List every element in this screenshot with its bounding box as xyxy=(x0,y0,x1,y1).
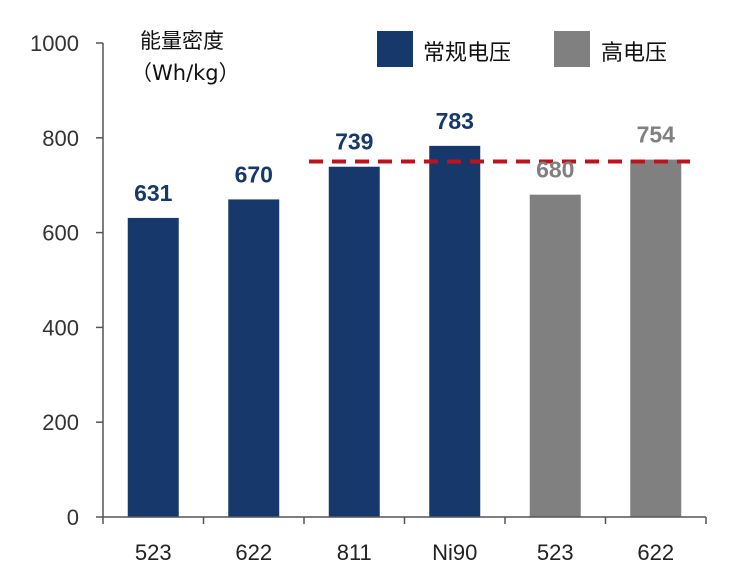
y-axis-title-line1: 能量密度 xyxy=(140,29,224,53)
bar-value-label: 680 xyxy=(536,157,574,183)
x-category-label: 622 xyxy=(235,540,272,565)
y-tick-label: 400 xyxy=(42,315,79,340)
legend: 常规电压 高电压 xyxy=(377,31,667,67)
bars xyxy=(127,145,682,518)
bar-value-label: 783 xyxy=(436,108,474,134)
value-labels: 631 670 739 783 680 754 xyxy=(134,108,675,206)
bar xyxy=(228,199,280,518)
bar xyxy=(127,217,179,517)
bar-value-label: 754 xyxy=(637,122,676,148)
bar xyxy=(429,145,481,517)
bar xyxy=(630,159,682,517)
y-tick-label: 1000 xyxy=(30,31,79,56)
x-axis: 523 622 811 Ni90 523 622 xyxy=(102,516,707,565)
bar xyxy=(529,194,581,517)
x-category-label: 523 xyxy=(537,540,574,565)
y-tick-label: 0 xyxy=(67,505,79,530)
bar-value-label: 631 xyxy=(134,180,173,206)
x-category-label: 622 xyxy=(637,540,674,565)
bar-value-label: 739 xyxy=(335,129,373,155)
y-axis: 0 200 400 600 800 1000 xyxy=(30,31,104,530)
legend-label-regular-voltage: 常规电压 xyxy=(423,41,511,66)
x-category-label: 523 xyxy=(135,540,172,565)
legend-swatch-high-voltage xyxy=(554,31,590,67)
y-tick-label: 200 xyxy=(42,410,79,435)
x-category-label: Ni90 xyxy=(432,540,477,565)
legend-swatch-regular-voltage xyxy=(377,31,413,67)
bar xyxy=(328,166,380,518)
y-tick-label: 800 xyxy=(42,126,79,151)
x-category-label: 811 xyxy=(337,540,372,565)
legend-label-high-voltage: 高电压 xyxy=(601,41,667,66)
y-tick-label: 600 xyxy=(42,221,79,246)
y-axis-title-line2: （Wh/kg） xyxy=(131,61,240,85)
bar-value-label: 670 xyxy=(235,161,273,187)
